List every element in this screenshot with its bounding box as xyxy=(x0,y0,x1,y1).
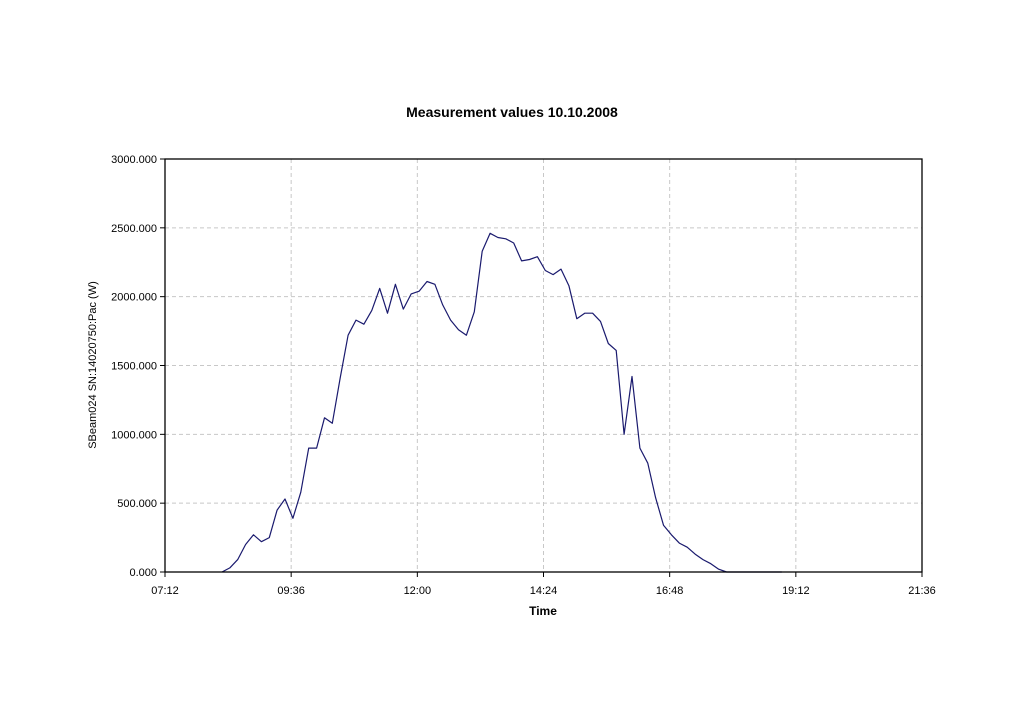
data-series-layer xyxy=(221,232,782,573)
y-tick-label: 500.000 xyxy=(117,498,157,510)
x-tick-label: 12:00 xyxy=(404,585,432,597)
x-tick-label: 14:24 xyxy=(530,585,558,597)
x-tick-label: 21:36 xyxy=(908,585,936,597)
series-line xyxy=(221,232,782,573)
y-tick-label: 1500.000 xyxy=(111,361,157,373)
x-axis-ticks: 07:12 09:36 12:00 14:24 16:48 19:12 21:36 xyxy=(151,572,936,597)
x-tick-label: 07:12 xyxy=(151,585,179,597)
y-tick-label: 2500.000 xyxy=(111,223,157,235)
y-tick-label: 2000.000 xyxy=(111,292,157,304)
grid-lines xyxy=(165,159,922,572)
x-tick-label: 19:12 xyxy=(782,585,810,597)
y-axis-ticks: 0.000 500.000 1000.000 1500.000 2000.000 2500… xyxy=(111,154,165,579)
y-axis-title: SBeam024 SN:14020750:Pac (W) xyxy=(87,281,99,449)
y-tick-label: 1000.000 xyxy=(111,429,157,441)
x-tick-label: 16:48 xyxy=(656,585,684,597)
x-tick-label: 09:36 xyxy=(277,585,305,597)
x-axis-title: Time xyxy=(529,604,557,618)
y-tick-label: 3000.000 xyxy=(111,154,157,166)
chart-title: Measurement values 10.10.2008 xyxy=(406,104,618,120)
y-tick-label: 0.000 xyxy=(129,567,157,579)
